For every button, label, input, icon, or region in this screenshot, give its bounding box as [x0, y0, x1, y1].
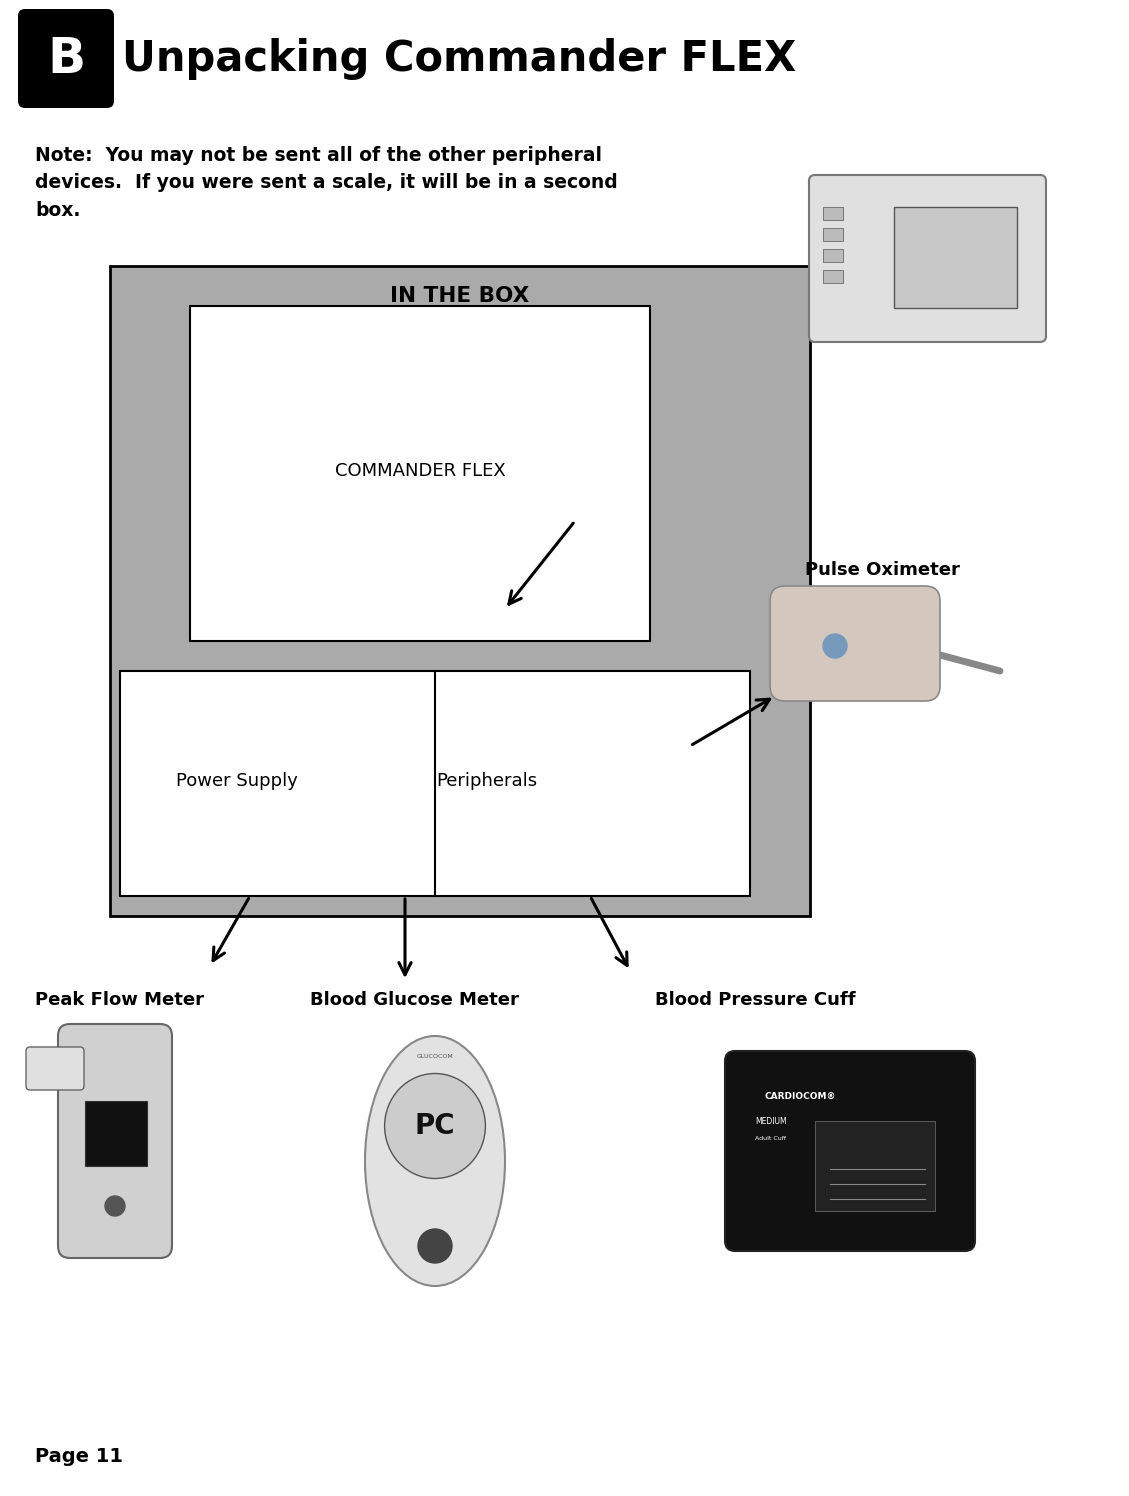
Bar — [120, 672, 750, 896]
Bar — [823, 227, 843, 241]
FancyBboxPatch shape — [725, 1052, 975, 1251]
Text: GLUCOCOM: GLUCOCOM — [417, 1053, 454, 1059]
Text: Peak Flow Meter: Peak Flow Meter — [35, 990, 204, 1008]
Bar — [190, 307, 650, 640]
Bar — [110, 266, 809, 916]
FancyBboxPatch shape — [18, 9, 114, 108]
Text: MEDIUM: MEDIUM — [755, 1116, 787, 1125]
Text: Adult Cuff: Adult Cuff — [755, 1137, 786, 1141]
Text: Peripherals: Peripherals — [437, 772, 537, 790]
Text: Unpacking Commander FLEX: Unpacking Commander FLEX — [122, 37, 796, 79]
Text: Power Supply: Power Supply — [176, 772, 298, 790]
Text: Note:  You may not be sent all of the other peripheral
devices.  If you were sen: Note: You may not be sent all of the oth… — [35, 147, 618, 220]
Text: PC: PC — [414, 1112, 455, 1140]
Bar — [85, 1101, 147, 1165]
Bar — [815, 1121, 935, 1210]
Text: Blood Glucose Meter: Blood Glucose Meter — [310, 990, 519, 1008]
FancyBboxPatch shape — [770, 586, 940, 702]
Bar — [894, 208, 1017, 308]
Circle shape — [418, 1230, 452, 1263]
FancyBboxPatch shape — [58, 1023, 172, 1258]
Text: Page 11: Page 11 — [35, 1447, 123, 1466]
Bar — [823, 248, 843, 262]
FancyBboxPatch shape — [809, 175, 1045, 343]
Bar — [823, 269, 843, 283]
Text: IN THE BOX: IN THE BOX — [391, 286, 530, 307]
Ellipse shape — [385, 1074, 485, 1179]
Circle shape — [105, 1195, 125, 1216]
Circle shape — [823, 634, 847, 658]
Text: B: B — [47, 34, 85, 82]
Text: CARDIOCOM®: CARDIOCOM® — [765, 1092, 837, 1101]
Text: Blood Pressure Cuff: Blood Pressure Cuff — [655, 990, 856, 1008]
Ellipse shape — [365, 1037, 505, 1287]
Text: Pulse Oximeter: Pulse Oximeter — [805, 561, 960, 579]
FancyBboxPatch shape — [26, 1047, 84, 1091]
Bar — [823, 206, 843, 220]
Text: COMMANDER FLEX: COMMANDER FLEX — [334, 462, 506, 480]
